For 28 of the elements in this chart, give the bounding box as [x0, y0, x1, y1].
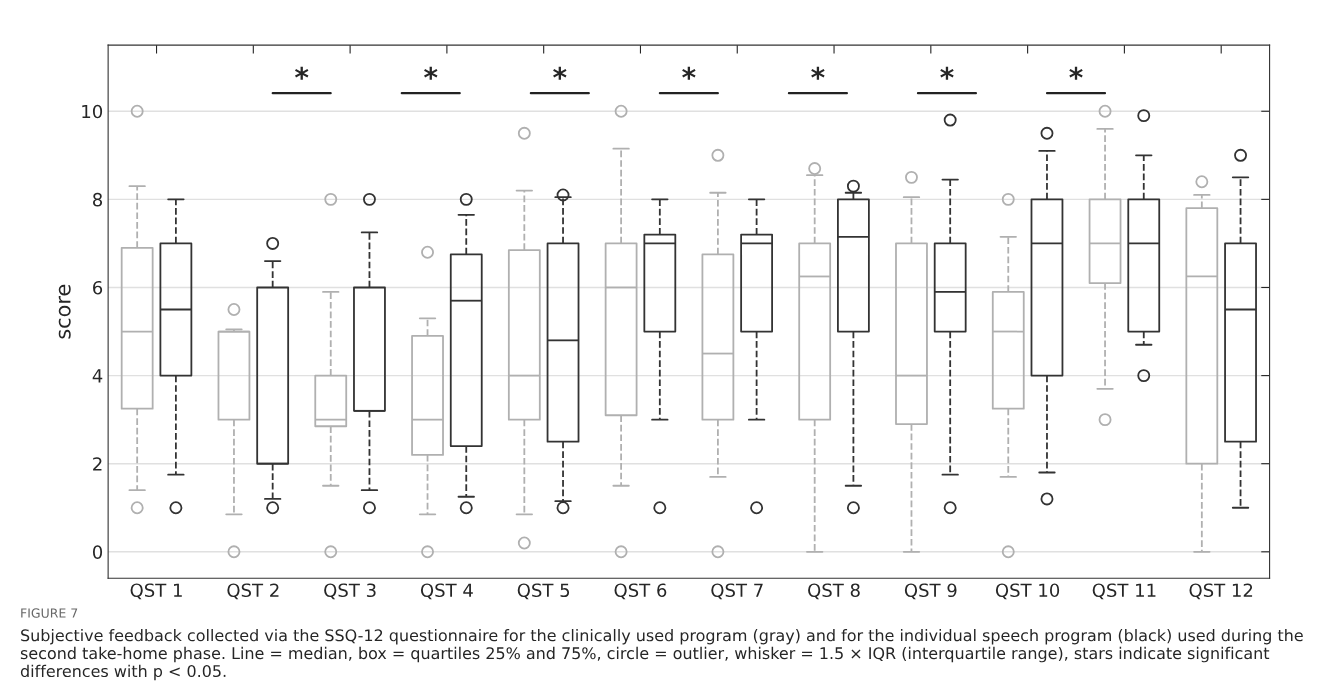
y-tick-label: 0 [92, 545, 103, 559]
x-tick-label: QST 11 [1092, 583, 1156, 600]
annotation: * [1069, 66, 1083, 80]
y-tick-label: 10 [82, 104, 103, 119]
annotation: * [295, 66, 309, 80]
y-tick-label: 4 [92, 369, 103, 383]
x-tick-label: QST 2 [227, 583, 279, 600]
x-tick-label: QST 10 [995, 583, 1060, 600]
x-tick-label: QST 4 [420, 583, 473, 600]
x-tick-label: QST 8 [808, 583, 860, 600]
x-tick-label: QST 5 [517, 583, 570, 600]
y-tick-label: 2 [93, 457, 102, 471]
annotation: * [811, 66, 825, 80]
text: Subjective feedback collected via the SSQ-12 questionnaire for the clinically used program (gray) and for the individual speech program (black) used during the second take-home phase. Line = median, box = quartiles 25% and 75%, circle = outlier, whisker = 1.5 × IQR (interquartile range), stars indicate significant differences with p < 0.05. [20, 628, 1303, 681]
caption: FIGURE 7 [21, 608, 78, 618]
annotation: * [424, 66, 438, 80]
x-tick-label: QST 9 [904, 583, 957, 600]
x-tick-label: QST 7 [711, 583, 763, 600]
annotation: * [682, 66, 696, 80]
x-tick-label: QST 3 [324, 583, 376, 600]
annotation: * [553, 66, 567, 80]
y-axis-title: score [58, 284, 71, 339]
y-tick-label: 8 [93, 192, 103, 207]
x-tick-label: QST 1 [130, 583, 182, 600]
y-tick-label: 6 [93, 280, 103, 295]
annotation: * [940, 66, 954, 80]
x-tick-label: QST 12 [1189, 583, 1253, 600]
x-tick-label: QST 6 [614, 583, 667, 600]
